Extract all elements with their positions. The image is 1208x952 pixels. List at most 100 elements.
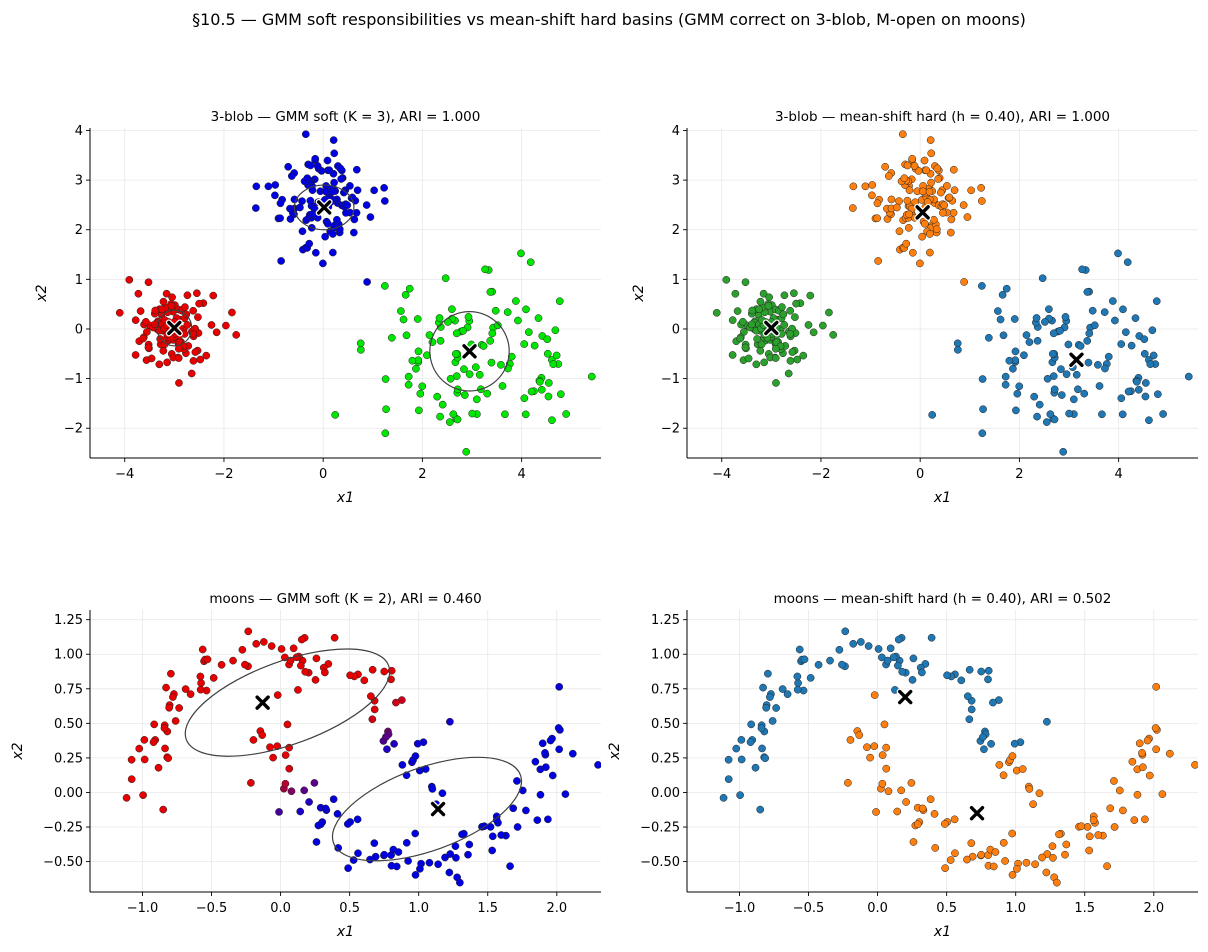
data-point (918, 668, 926, 677)
data-point (397, 307, 405, 315)
data-point (321, 668, 329, 677)
data-point (1025, 338, 1034, 346)
data-point (513, 777, 521, 785)
gmm-ellipse (156, 309, 193, 347)
data-point (931, 844, 940, 852)
data-point (538, 739, 547, 748)
data-point (994, 307, 1002, 315)
data-point (557, 390, 565, 399)
data-point (712, 308, 721, 317)
data-point (1062, 370, 1071, 379)
data-point (751, 763, 760, 772)
data-point (1008, 829, 1017, 838)
data-point (269, 753, 277, 762)
data-point (1149, 351, 1158, 360)
data-point (934, 175, 943, 183)
data-point (1154, 390, 1162, 399)
data-point (368, 665, 377, 674)
data-point (1048, 842, 1057, 851)
data-point (963, 692, 972, 701)
data-point (1158, 790, 1167, 798)
data-point (950, 186, 959, 195)
data-point (1143, 736, 1152, 745)
data-point (150, 720, 159, 729)
data-point (1022, 331, 1031, 339)
data-point (846, 736, 855, 744)
data-point (328, 230, 337, 238)
data-point (512, 297, 520, 305)
data-point (1020, 351, 1028, 360)
data-point (162, 683, 170, 692)
data-point (1043, 717, 1051, 726)
data-point (914, 167, 923, 175)
data-point (1141, 815, 1149, 824)
data-point (531, 757, 540, 766)
data-point (212, 328, 221, 337)
data-point (1152, 682, 1161, 691)
data-point (249, 736, 258, 744)
data-point (354, 849, 362, 858)
data-point (229, 656, 237, 665)
x-tick-label: 0.5 (339, 901, 360, 916)
data-point (977, 197, 986, 205)
data-point (780, 321, 789, 329)
data-point (1127, 341, 1136, 350)
data-point (492, 816, 501, 825)
data-point (175, 379, 183, 387)
data-point (874, 645, 883, 653)
data-point (399, 315, 408, 324)
data-point (764, 669, 772, 678)
data-point (415, 406, 423, 415)
data-point (1033, 336, 1042, 345)
data-point (1029, 800, 1037, 809)
data-point (329, 795, 338, 804)
data-point (122, 794, 131, 802)
data-point (926, 136, 935, 144)
data-point (549, 360, 558, 369)
data-point (809, 328, 818, 337)
data-point (488, 832, 497, 841)
data-point (196, 685, 205, 694)
data-point (462, 447, 471, 456)
data-point (737, 736, 746, 744)
data-point (940, 820, 949, 828)
data-point (394, 848, 403, 856)
data-point (1059, 447, 1068, 456)
data-point (533, 816, 542, 824)
data-point (493, 321, 502, 330)
data-point (281, 779, 290, 788)
data-point (1117, 394, 1126, 403)
data-point (907, 779, 916, 787)
x-tick-label: −0.5 (793, 901, 825, 916)
data-point (285, 764, 294, 773)
data-point (360, 676, 369, 685)
data-point (313, 162, 322, 170)
data-point (283, 720, 292, 729)
data-point (273, 691, 282, 699)
data-point (562, 410, 570, 418)
data-point (880, 720, 889, 729)
data-point (1061, 850, 1069, 859)
data-point (979, 733, 987, 741)
data-point (943, 182, 951, 190)
panel-title: 3-blob — mean-shift hard (h = 0.40), ARI… (775, 109, 1110, 125)
data-point (353, 186, 362, 195)
data-point (898, 667, 907, 676)
data-point (928, 411, 937, 419)
data-point (1008, 752, 1017, 760)
data-point (193, 289, 201, 298)
data-point (319, 259, 327, 268)
y-tick-label: −0.25 (43, 821, 83, 836)
data-point (893, 807, 902, 816)
gmm-ellipse (293, 184, 355, 231)
data-point (325, 166, 334, 175)
data-point (921, 219, 929, 228)
data-point (554, 724, 563, 732)
data-point (1140, 349, 1149, 358)
data-point (960, 278, 968, 286)
data-point (162, 289, 171, 298)
data-point (370, 839, 379, 847)
x-tick-label: −4 (115, 467, 134, 482)
data-point (1083, 337, 1092, 345)
data-point (793, 672, 802, 681)
